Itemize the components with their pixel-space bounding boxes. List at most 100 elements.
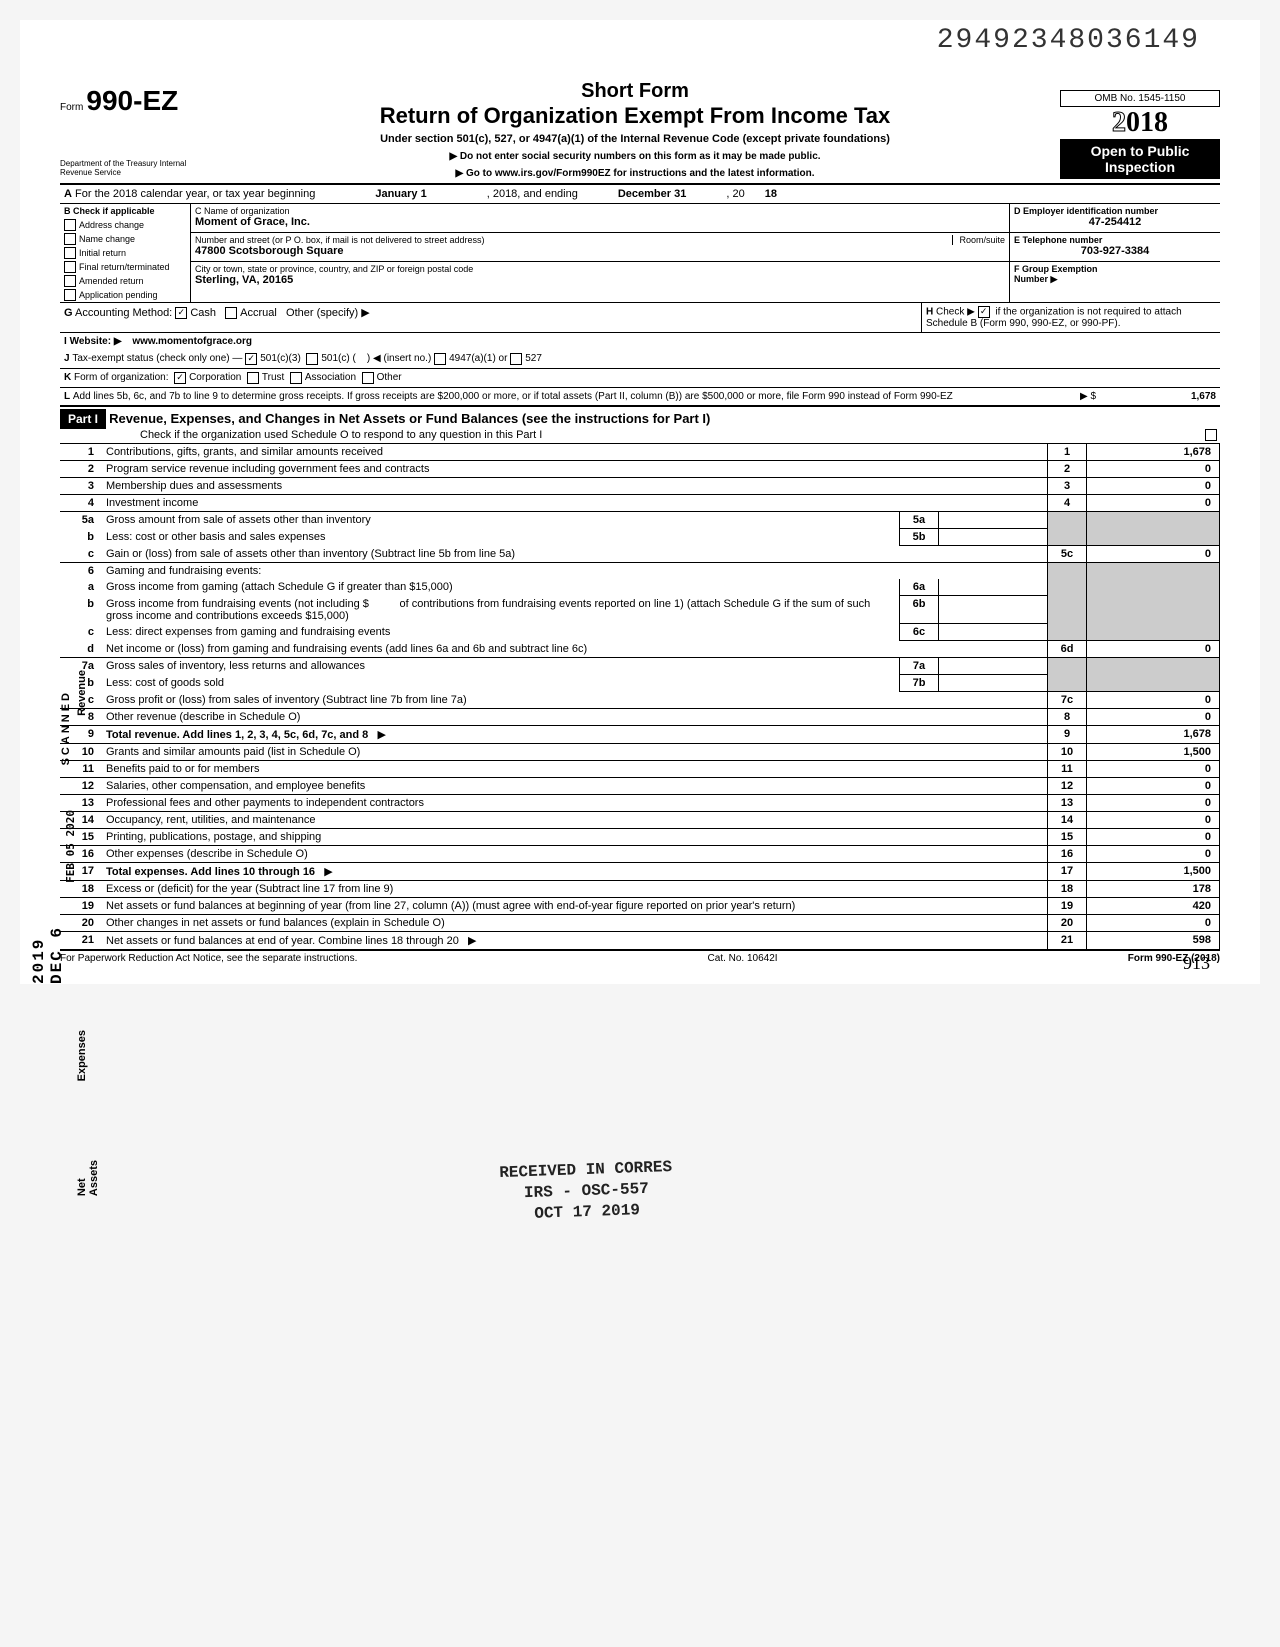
line-7c: c Gross profit or (loss) from sales of i…	[60, 692, 1220, 709]
line-2-val: 0	[1087, 461, 1220, 478]
line-20: 20 Other changes in net assets or fund b…	[60, 915, 1220, 932]
line-4-val: 0	[1087, 495, 1220, 512]
group-label: F Group Exemption	[1014, 264, 1216, 274]
line-17: 17 Total expenses. Add lines 10 through …	[60, 863, 1220, 881]
begin-month: January 1	[375, 188, 426, 200]
line-7b-desc: Less: cost of goods sold	[106, 677, 224, 689]
omb-number: OMB No. 1545-1150	[1060, 90, 1220, 107]
line-14-desc: Occupancy, rent, utilities, and maintena…	[106, 814, 316, 826]
short-form-title: Short Form	[210, 80, 1060, 103]
opt-501c: 501(c) (	[321, 353, 355, 365]
line-11-desc: Benefits paid to or for members	[106, 763, 259, 775]
check-pending[interactable]: Application pending	[60, 288, 190, 302]
sidebar-scan: SCANNED	[60, 690, 72, 765]
line-8-desc: Other revenue (describe in Schedule O)	[106, 711, 300, 723]
lines-table: 1 Contributions, gifts, grants, and simi…	[60, 444, 1220, 950]
org-name: Moment of Grace, Inc.	[195, 216, 1005, 228]
row-a-text: For the 2018 calendar year, or tax year …	[75, 188, 315, 200]
line-6a: a Gross income from gaming (attach Sched…	[60, 579, 1220, 596]
form-number-block: Form 990-EZ Department of the Treasury I…	[60, 85, 210, 179]
check-other[interactable]	[362, 372, 374, 384]
line-11: 11 Benefits paid to or for members 11 0	[60, 761, 1220, 778]
line-2-desc: Program service revenue including govern…	[106, 463, 429, 475]
check-initial[interactable]: Initial return	[60, 246, 190, 260]
sidebar-netassets: Net Assets	[76, 1160, 100, 1196]
line-6b-desc: Gross income from fundraising events (no…	[106, 598, 369, 610]
row-a-mid: , 2018, and ending	[487, 188, 578, 200]
ein-row: D Employer identification number 47-2544…	[1010, 204, 1220, 233]
line-6: 6 Gaming and fundraising events:	[60, 563, 1220, 580]
line-21-val: 598	[1087, 932, 1220, 950]
check-501c3[interactable]: ✓	[245, 353, 257, 365]
col-b: B Check if applicable Address change Nam…	[60, 204, 191, 302]
check-trust[interactable]	[247, 372, 259, 384]
form-page: 29492348036149 Form 990-EZ Department of…	[20, 20, 1260, 984]
line-13-desc: Professional fees and other payments to …	[106, 797, 424, 809]
check-amended[interactable]: Amended return	[60, 274, 190, 288]
received-stamp: RECEIVED IN CORRES IRS - OSC-557 OCT 17 …	[499, 1157, 674, 1225]
check-527[interactable]	[510, 353, 522, 365]
line-3-desc: Membership dues and assessments	[106, 480, 282, 492]
footer-center: Cat. No. 10642I	[708, 953, 778, 964]
website-value: www.momentofgrace.org	[132, 336, 252, 347]
line-18-val: 178	[1087, 881, 1220, 898]
line-7a: 7a Gross sales of inventory, less return…	[60, 658, 1220, 675]
line-9: 9 Total revenue. Add lines 1, 2, 3, 4, 5…	[60, 726, 1220, 744]
accounting-label: Accounting Method:	[75, 307, 172, 319]
line-6-desc: Gaming and fundraising events:	[106, 565, 261, 577]
line-13: 13 Professional fees and other payments …	[60, 795, 1220, 812]
part1-check-text: Check if the organization used Schedule …	[140, 429, 542, 441]
line-7c-desc: Gross profit or (loss) from sales of inv…	[106, 694, 467, 706]
group-row: F Group Exemption Number ▶	[1010, 262, 1220, 290]
form-prefix: Form	[60, 102, 83, 113]
row-gh: G Accounting Method: ✓Cash Accrual Other…	[60, 303, 1220, 333]
label-i: I	[64, 336, 67, 347]
sidebar-date1: FEB 05 2020	[64, 810, 77, 883]
footer-left: For Paperwork Reduction Act Notice, see …	[60, 953, 357, 964]
check-address[interactable]: Address change	[60, 218, 190, 232]
line-14-val: 0	[1087, 812, 1220, 829]
line-6d: d Net income or (loss) from gaming and f…	[60, 641, 1220, 658]
ein-value: 47-254412	[1014, 216, 1216, 228]
check-accrual[interactable]	[225, 307, 237, 319]
label-a: A	[64, 188, 72, 200]
part1-checkbox[interactable]	[1205, 429, 1217, 441]
line-1-box: 1	[1048, 444, 1087, 461]
row-i: I Website: ▶ www.momentofgrace.org	[60, 333, 1220, 350]
line-18: 18 Excess or (deficit) for the year (Sub…	[60, 881, 1220, 898]
other-org-label: Other	[377, 372, 402, 384]
check-assoc[interactable]	[290, 372, 302, 384]
form-number: 990-EZ	[86, 85, 178, 116]
l-text: Add lines 5b, 6c, and 7b to line 9 to de…	[73, 391, 1080, 402]
check-h[interactable]: ✓	[978, 306, 990, 318]
check-name[interactable]: Name change	[60, 232, 190, 246]
check-4947[interactable]	[434, 353, 446, 365]
line-16-desc: Other expenses (describe in Schedule O)	[106, 848, 308, 860]
check-cash[interactable]: ✓	[175, 307, 187, 319]
goto-line: ▶ Go to www.irs.gov/Form990EZ for instru…	[210, 168, 1060, 179]
label-h: H	[926, 307, 933, 318]
street-label: Number and street (or P O. box, if mail …	[195, 235, 1005, 245]
opt-501c3: 501(c)(3)	[260, 353, 301, 365]
trust-label: Trust	[262, 372, 284, 384]
check-corp[interactable]: ✓	[174, 372, 186, 384]
line-20-desc: Other changes in net assets or fund bala…	[106, 917, 445, 929]
check-final[interactable]: Final return/terminated	[60, 260, 190, 274]
label-k: K	[64, 372, 71, 384]
city-row: City or town, state or province, country…	[191, 262, 1009, 290]
col-c: C Name of organization Moment of Grace, …	[191, 204, 1010, 302]
part1-header-row: Part I Revenue, Expenses, and Changes in…	[60, 407, 1220, 444]
org-name-row: C Name of organization Moment of Grace, …	[191, 204, 1009, 233]
line-6d-desc: Net income or (loss) from gaming and fun…	[106, 643, 587, 655]
subtitle: Under section 501(c), 527, or 4947(a)(1)…	[210, 133, 1060, 145]
line-8: 8 Other revenue (describe in Schedule O)…	[60, 709, 1220, 726]
year-rest: 018	[1126, 107, 1168, 138]
sidebar-date2: 2019 DEC 6	[30, 920, 66, 984]
end-year-label: , 20	[726, 188, 744, 200]
row-j: J Tax-exempt status (check only one) — ✓…	[60, 350, 1220, 369]
check-501c[interactable]	[306, 353, 318, 365]
line-7a-desc: Gross sales of inventory, less returns a…	[106, 660, 365, 672]
line-15-val: 0	[1087, 829, 1220, 846]
form-header: Form 990-EZ Department of the Treasury I…	[60, 80, 1220, 185]
row-h: H Check ▶ ✓ if the organization is not r…	[921, 303, 1220, 332]
